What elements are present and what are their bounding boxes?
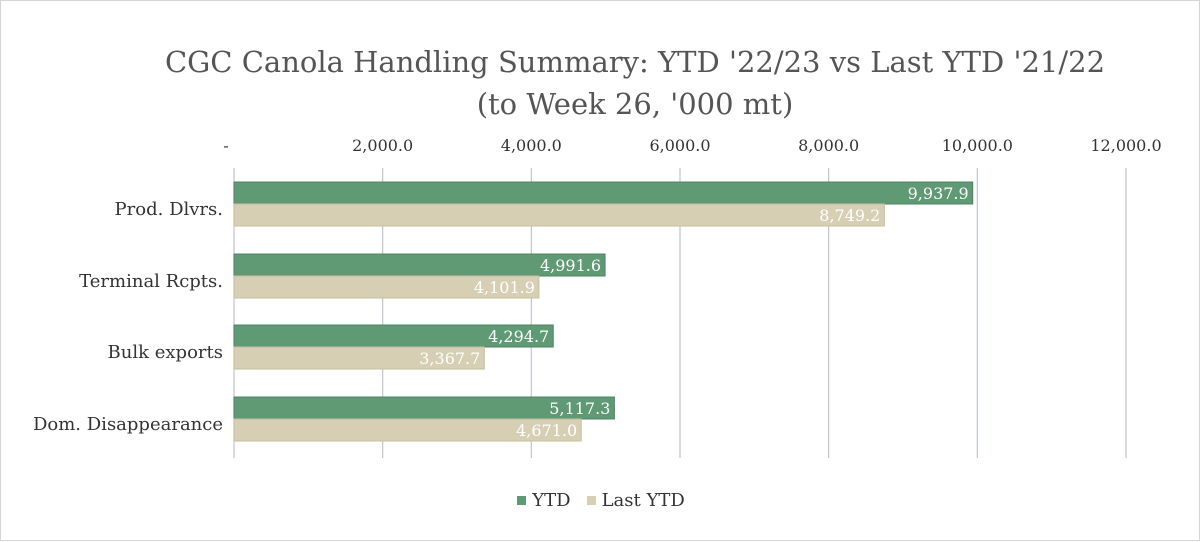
x-tick-label-3: 6,000.0	[649, 136, 710, 155]
x-tick-label-6: 12,000.0	[1090, 136, 1161, 155]
category-label-2: Bulk exports	[108, 342, 223, 363]
category-label-0: Prod. Dlvrs.	[115, 199, 223, 220]
data-label-last-ytd-3: 4,671.0	[516, 421, 577, 440]
data-label-ytd-2: 4,294.7	[488, 327, 549, 346]
data-label-last-ytd-1: 4,101.9	[474, 278, 535, 297]
x-tick-label-4: 8,000.0	[798, 136, 859, 155]
data-label-ytd-3: 5,117.3	[549, 399, 610, 418]
category-label-1: Terminal Rcpts.	[79, 271, 223, 292]
data-label-ytd-0: 9,937.9	[908, 184, 969, 203]
chart-title: CGC Canola Handling Summary: YTD '22/23 …	[1, 41, 1200, 125]
legend: YTD Last YTD	[1, 490, 1200, 511]
legend-item-last-ytd: Last YTD	[586, 490, 685, 511]
legend-swatch-ytd	[517, 496, 527, 505]
legend-label-ytd: YTD	[532, 490, 571, 511]
bar-last-ytd-1	[233, 275, 540, 299]
x-tick-label-2: 4,000.0	[501, 136, 562, 155]
bar-last-ytd-2	[233, 346, 485, 370]
chart-title-line-2: (to Week 26, '000 mt)	[476, 87, 794, 121]
bar-last-ytd-0	[233, 203, 885, 227]
legend-swatch-last-ytd	[586, 496, 596, 505]
x-tick-label-5: 10,000.0	[942, 136, 1013, 155]
x-tick-label-1: 2,000.0	[352, 136, 413, 155]
data-label-last-ytd-0: 8,749.2	[819, 206, 880, 225]
legend-label-last-ytd: Last YTD	[601, 490, 685, 511]
bar-last-ytd-3	[233, 418, 582, 442]
x-tick-label-0: -	[223, 136, 228, 155]
data-label-ytd-1: 4,991.6	[540, 256, 601, 275]
data-label-last-ytd-2: 3,367.7	[419, 349, 480, 368]
chart-title-line-1: CGC Canola Handling Summary: YTD '22/23 …	[164, 45, 1106, 79]
category-label-3: Dom. Disappearance	[33, 414, 223, 435]
bar-ytd-0	[233, 181, 974, 205]
legend-item-ytd: YTD	[517, 490, 571, 511]
